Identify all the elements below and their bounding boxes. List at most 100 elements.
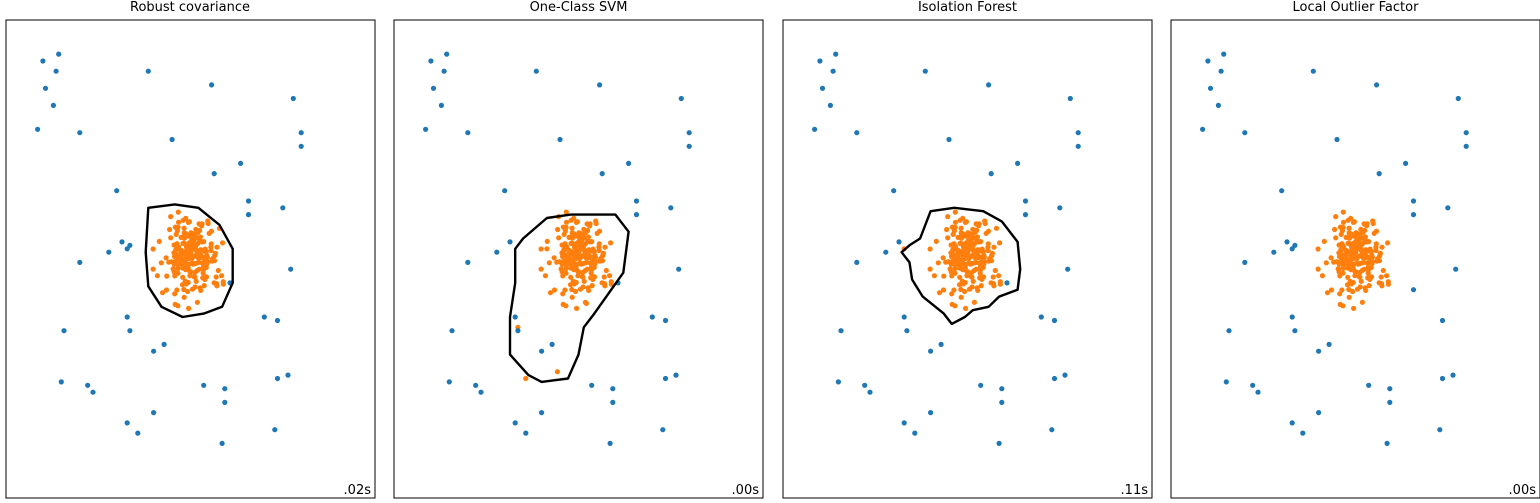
inlier-point [952,303,958,309]
outlier-point [211,171,217,177]
inlier-point [180,274,186,280]
timing-label: .00s [1509,483,1537,498]
outlier-point [1051,317,1058,324]
outlier-point [77,259,83,265]
inlier-point [569,230,575,236]
inlier-point [989,253,995,259]
outlier-point [819,85,826,91]
inlier-point [965,251,971,257]
inlier-point [963,219,970,225]
inlier-point [1352,273,1358,279]
decision-boundary [508,213,630,384]
inlier-point [181,294,187,300]
inlier-point [174,252,181,258]
inlier-point [941,273,947,279]
inlier-point [571,215,577,221]
outlier-point [633,198,640,204]
inlier-point [1336,261,1342,267]
inlier-point [185,247,191,253]
outlier-point [1376,171,1382,177]
inlier-point [554,259,560,265]
outlier-point [145,68,151,74]
outlier-point [1271,249,1277,255]
inlier-point [1345,249,1352,255]
outlier-point [280,205,286,211]
inlier-point [170,266,176,272]
inlier-point [214,244,220,250]
outlier-point [35,126,41,132]
inlier-point [563,270,569,276]
inlier-point [582,267,588,274]
inlier-point [587,223,593,229]
inlier-point [966,231,972,237]
inlier-point [978,283,984,289]
subplot-title: One-Class SVM [530,0,628,15]
inlier-point [206,230,212,236]
inlier-point [163,255,169,261]
inlier-point [1351,219,1357,225]
inlier-point [977,264,983,270]
inlier-point [945,214,951,220]
inlier-point [174,287,180,293]
outlier-point [285,372,291,378]
outlier-point [1437,427,1443,433]
outlier-point [549,341,555,347]
inlier-point [1339,287,1345,293]
inlier-point [188,251,194,257]
subplot-robust-covariance: Robust covariance .02s [5,0,376,499]
outlier-point [1289,246,1295,252]
plot-frame [1170,19,1540,499]
outlier-point [465,259,471,265]
inlier-point [213,274,219,280]
inlier-point [993,225,1000,231]
inlier-point [158,260,164,266]
inlier-point [188,269,194,275]
inlier-point [962,279,968,286]
inlier-point [1343,234,1349,240]
outlier-point [946,136,952,143]
inlier-point [185,279,191,286]
inlier-point [945,235,951,241]
inlier-point [981,254,988,260]
outlier-point [838,328,844,334]
inlier-point [969,274,975,280]
outlier-point [151,410,157,416]
inlier-point [187,273,193,279]
outlier-point [1463,130,1469,136]
inlier-point [979,248,985,254]
inlier-point [1357,260,1363,267]
inlier-point [556,235,562,241]
inlier-point [970,252,976,258]
outlier-point [1226,328,1232,334]
inlier-point [971,299,978,305]
inlier-point [194,299,200,305]
outlier-point [928,348,934,354]
inlier-point [931,273,938,279]
inlier-point [523,375,529,382]
inlier-point [574,261,580,267]
inlier-point [204,254,210,260]
outlier-point [589,382,595,388]
inlier-point [192,260,198,267]
inlier-point [1350,233,1356,239]
inlier-point [607,273,613,279]
outlier-point [428,58,434,64]
decision-boundary [900,206,1022,326]
inlier-point [189,231,195,237]
inlier-point [1339,228,1345,234]
outlier-point [1022,198,1029,204]
inlier-point [570,264,576,270]
outlier-point [662,375,669,382]
outlier-point [53,68,59,74]
inlier-point [1378,281,1385,287]
inlier-point [974,234,981,240]
inlier-point [1340,209,1346,215]
inlier-point [164,273,170,279]
outlier-point [449,328,455,334]
inlier-point [1348,215,1354,221]
outlier-point [1334,136,1340,143]
inlier-point [181,225,187,231]
inlier-point [150,266,156,272]
inlier-point [566,234,572,240]
inlier-point [1346,240,1352,246]
